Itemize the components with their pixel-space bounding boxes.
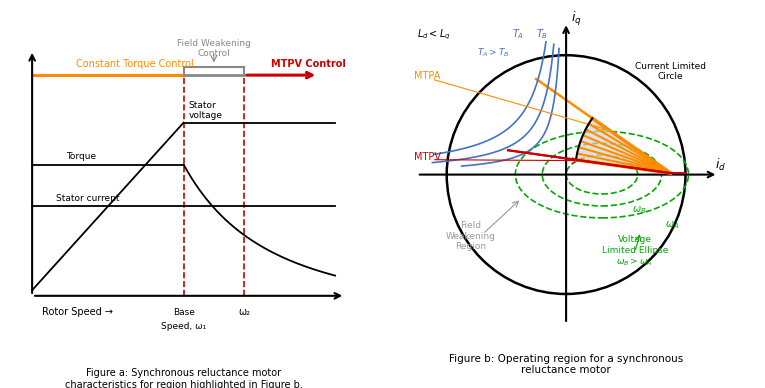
Text: $T_A$: $T_A$ — [513, 27, 525, 41]
Text: $T_A > T_B$: $T_A > T_B$ — [477, 46, 509, 59]
Text: Field
Weakening
Region: Field Weakening Region — [446, 222, 496, 251]
Text: $i_q$: $i_q$ — [571, 10, 581, 28]
Text: Speed, ω₁: Speed, ω₁ — [161, 322, 207, 331]
Text: $\omega_B$: $\omega_B$ — [632, 204, 646, 216]
Text: Stator
voltage: Stator voltage — [189, 101, 223, 120]
Text: Stator current: Stator current — [56, 194, 119, 203]
Text: Rotor Speed →: Rotor Speed → — [42, 307, 113, 317]
Text: Constant Torque Control: Constant Torque Control — [76, 59, 194, 69]
Text: MTPV Control: MTPV Control — [271, 59, 346, 69]
Text: Figure a: Synchronous reluctance motor
characteristics for region highlighted in: Figure a: Synchronous reluctance motor c… — [65, 369, 302, 388]
Polygon shape — [576, 118, 671, 173]
Text: ω₂: ω₂ — [238, 307, 250, 317]
Text: Base: Base — [173, 308, 194, 317]
Text: Field Weakening
Control: Field Weakening Control — [177, 39, 251, 58]
Text: $T_B$: $T_B$ — [536, 27, 549, 41]
Text: MTPA: MTPA — [414, 71, 441, 81]
Text: Figure b: Operating region for a synchronous
reluctance motor: Figure b: Operating region for a synchro… — [449, 354, 683, 375]
Text: $L_d < L_q$: $L_d < L_q$ — [417, 28, 451, 42]
Text: $i_d$: $i_d$ — [715, 157, 727, 173]
Text: Current Limited
Circle: Current Limited Circle — [635, 62, 706, 81]
Text: $\omega_A$: $\omega_A$ — [665, 219, 679, 230]
Text: MTPV: MTPV — [414, 152, 441, 162]
Text: Torque: Torque — [66, 152, 96, 161]
Text: Voltage
Limited Ellipse
$\omega_B > \omega_A$: Voltage Limited Ellipse $\omega_B > \ome… — [601, 235, 668, 268]
